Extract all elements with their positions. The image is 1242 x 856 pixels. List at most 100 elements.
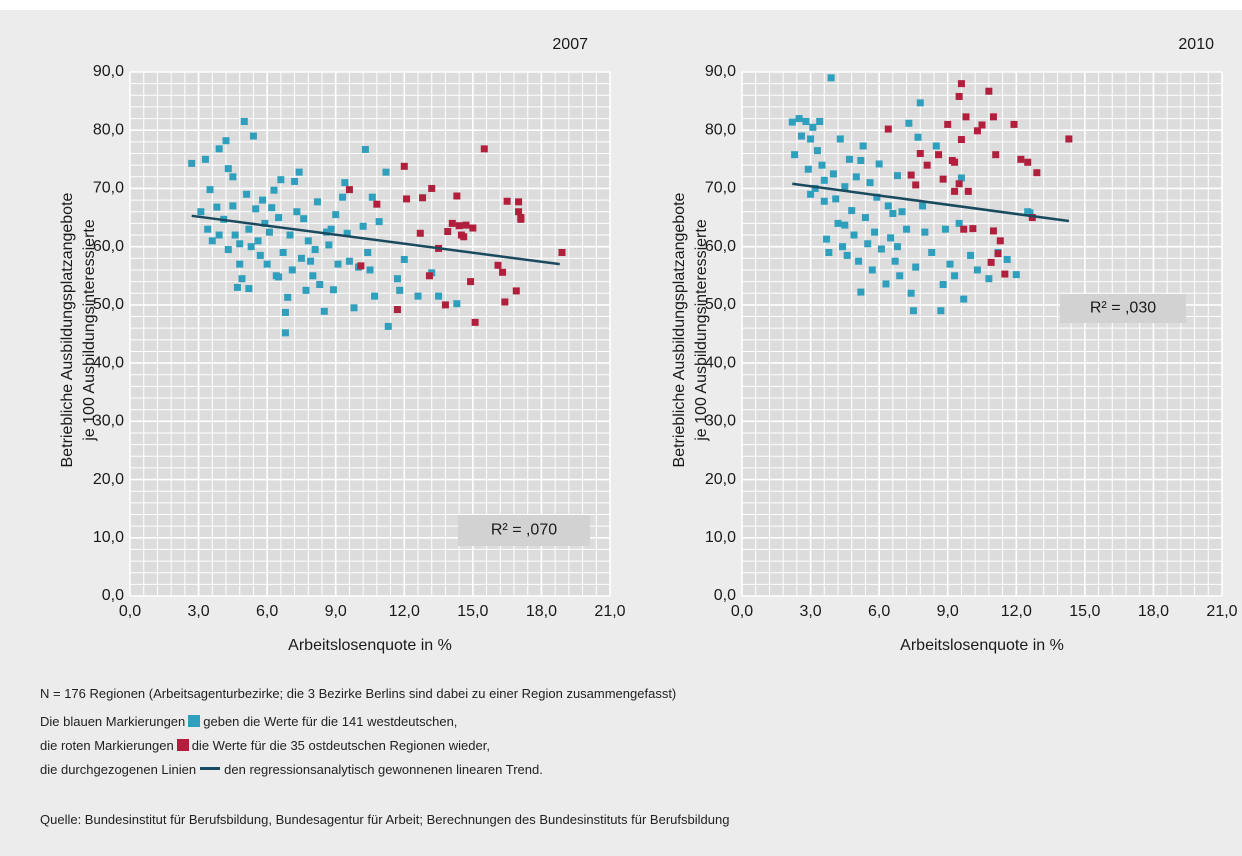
- annotation: R² = ,070: [491, 522, 557, 539]
- point: [224, 246, 232, 254]
- point: [300, 215, 308, 223]
- point: [480, 145, 488, 153]
- y-tick-label: 70,0: [93, 180, 124, 197]
- point: [188, 159, 196, 167]
- point: [912, 263, 920, 271]
- legend-text: die roten Markierungen: [40, 738, 174, 753]
- plot-area: [742, 72, 1222, 596]
- point: [957, 80, 965, 88]
- point: [368, 193, 376, 201]
- trend-line: [792, 182, 1070, 223]
- point: [921, 228, 929, 236]
- point: [791, 151, 799, 159]
- point: [316, 281, 324, 289]
- point: [339, 193, 347, 201]
- point: [939, 175, 947, 183]
- point: [366, 266, 374, 274]
- point: [1012, 271, 1020, 279]
- point: [261, 219, 269, 227]
- point: [462, 221, 470, 229]
- y-axis-title: je 100 Ausbildungsinteressierte: [693, 219, 710, 442]
- legend-text: geben die Werte für die 141 westdeutsche…: [203, 714, 458, 729]
- point: [393, 275, 401, 283]
- x-tick-label: 18,0: [526, 603, 557, 620]
- point: [263, 260, 271, 268]
- point: [364, 248, 372, 256]
- point: [208, 237, 216, 245]
- point: [448, 219, 456, 227]
- point: [400, 255, 408, 263]
- point: [247, 243, 255, 251]
- point: [293, 208, 301, 216]
- note: N = 176 Regionen (Arbeitsagenturbezirke;…: [40, 686, 677, 701]
- point: [960, 295, 968, 303]
- point: [891, 257, 899, 265]
- point: [916, 99, 924, 107]
- point: [256, 251, 264, 259]
- point: [288, 266, 296, 274]
- point: [515, 198, 523, 206]
- point: [428, 184, 436, 192]
- point: [304, 237, 312, 245]
- point: [1065, 135, 1073, 143]
- point: [345, 257, 353, 265]
- point: [935, 151, 943, 159]
- y-tick-label: 90,0: [705, 63, 736, 80]
- point: [382, 168, 390, 176]
- y-tick-label: 10,0: [93, 529, 124, 546]
- point: [834, 219, 842, 227]
- point: [396, 286, 404, 294]
- point: [222, 137, 230, 145]
- point: [558, 248, 566, 256]
- point: [795, 115, 803, 123]
- point: [884, 202, 892, 210]
- point: [419, 194, 427, 202]
- point: [898, 208, 906, 216]
- point: [275, 273, 283, 281]
- legend-text: die Werte für die 35 ostdeutschen Region…: [191, 738, 490, 753]
- y-axis-title: je 100 Ausbildungsinteressierte: [81, 219, 98, 442]
- point: [201, 155, 209, 163]
- legend-swatch: [188, 715, 201, 727]
- point: [297, 254, 305, 262]
- point: [252, 205, 260, 213]
- legend-text: Die blauen Markierungen: [40, 714, 186, 729]
- point: [957, 136, 965, 144]
- point: [460, 233, 468, 241]
- point: [329, 286, 337, 294]
- point: [884, 125, 892, 133]
- point: [224, 165, 232, 173]
- point: [453, 192, 461, 200]
- point: [941, 225, 949, 233]
- point: [309, 272, 317, 280]
- point: [343, 229, 351, 237]
- point: [512, 287, 520, 295]
- x-tick-label: 9,0: [937, 603, 959, 620]
- point: [414, 292, 422, 300]
- point: [320, 307, 328, 315]
- point: [469, 224, 477, 232]
- point: [960, 225, 968, 233]
- point: [877, 245, 885, 253]
- point: [275, 214, 283, 222]
- point: [265, 228, 273, 236]
- point: [243, 190, 251, 198]
- x-tick-label: 21,0: [594, 603, 625, 620]
- point: [341, 179, 349, 187]
- point: [818, 161, 826, 169]
- point: [494, 261, 502, 269]
- point: [978, 121, 986, 129]
- point: [873, 193, 881, 201]
- point: [843, 251, 851, 259]
- y-tick-label: 60,0: [93, 238, 124, 255]
- point: [903, 225, 911, 233]
- point: [245, 285, 253, 293]
- point: [809, 123, 817, 131]
- point: [375, 218, 383, 226]
- point: [254, 237, 262, 245]
- point: [807, 190, 815, 198]
- y-tick-label: 0,0: [102, 587, 124, 604]
- legend-line: Die blauen Markierungen geben die Werte f…: [40, 714, 457, 729]
- point: [955, 92, 963, 100]
- point: [286, 231, 294, 239]
